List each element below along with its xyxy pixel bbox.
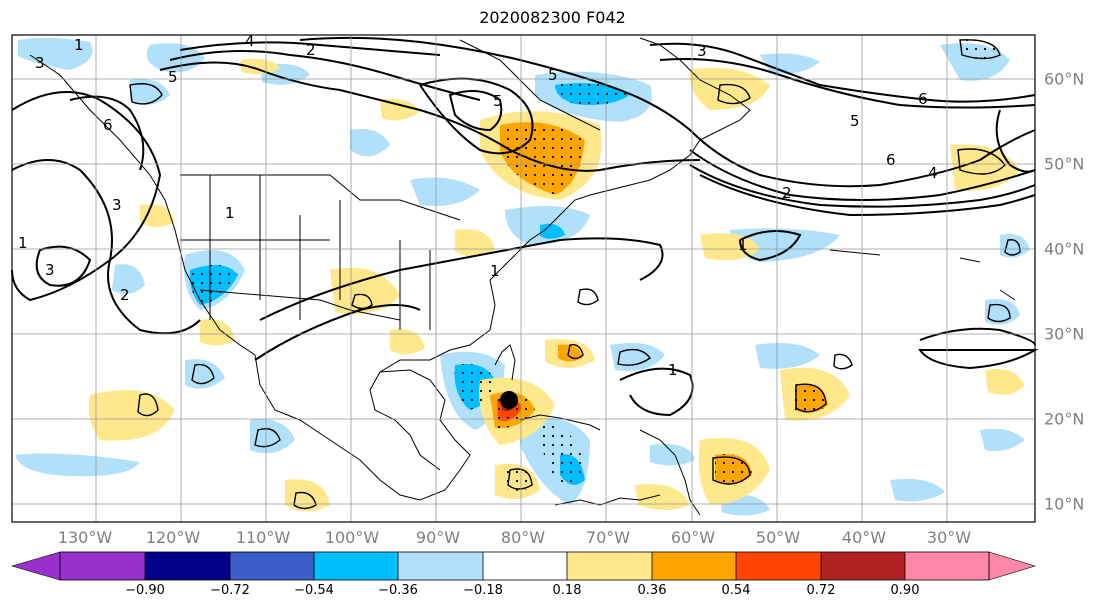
contour-label-group: 5 6 5 6 5 4 2 3 1 1 1 1 3 2 3 1 1 2 3 4 …	[18, 32, 938, 379]
colorbar-swatch	[145, 552, 230, 580]
contour-label: 5	[850, 112, 860, 130]
lon-label: 60°W	[670, 528, 716, 547]
colorbar-tick-label: 0.90	[890, 583, 920, 598]
colorbar-swatch	[905, 552, 989, 580]
contour-label: 3	[697, 42, 707, 60]
contour-label: 4	[245, 32, 255, 50]
colorbar-max-arrow	[988, 551, 1037, 581]
contour-label: 6	[886, 151, 896, 169]
colorbar-swatch	[60, 552, 145, 580]
contour-label: 5	[548, 66, 558, 84]
colorbar-swatch	[652, 552, 736, 580]
contour-label: 5	[168, 68, 178, 86]
colorbar-tick-label: −0.36	[378, 583, 418, 598]
lon-label: 40°W	[841, 528, 887, 547]
colorbar-tick-label: 0.18	[552, 583, 582, 598]
colorbar-min-arrow	[10, 551, 61, 581]
colorbar-swatch	[736, 552, 821, 580]
lon-label: 70°W	[585, 528, 631, 547]
contour-label: 2	[782, 184, 792, 202]
contour-label: 1	[18, 234, 28, 252]
lat-label: 40°N	[1044, 239, 1085, 259]
colorbar-tick-label: −0.72	[210, 583, 250, 598]
colorbar-tick-label: 0.72	[806, 583, 836, 598]
contour-label: 3	[45, 261, 55, 279]
contour-label: 6	[103, 116, 113, 134]
contour-label: 1	[225, 204, 235, 222]
contour-label: 4	[928, 164, 938, 182]
lon-label: 30°W	[926, 528, 972, 547]
lon-label: 80°W	[500, 528, 546, 547]
contour-label: 1	[738, 236, 748, 254]
colorbar-swatch	[567, 552, 652, 580]
contour-lines	[11, 36, 1039, 417]
colorbar	[10, 551, 1037, 581]
colorbar-tick-label: −0.54	[294, 583, 334, 598]
lon-label: 130°W	[57, 528, 113, 547]
contour-label: 2	[306, 41, 316, 59]
contour-label: 1	[490, 262, 500, 280]
map-title: 2020082300 F042	[479, 8, 626, 27]
lat-label: 20°N	[1044, 409, 1085, 429]
lon-label: 120°W	[145, 528, 201, 547]
lat-label: 10°N	[1044, 494, 1085, 514]
contour-label: 6	[918, 90, 928, 108]
contour-label: 1	[74, 36, 84, 54]
significance-contours	[129, 39, 1021, 510]
contour-label: 1	[668, 361, 678, 379]
lat-label: 60°N	[1044, 69, 1085, 89]
lon-label: 100°W	[324, 528, 380, 547]
lon-label: 110°W	[235, 528, 291, 547]
colorbar-swatch	[821, 552, 905, 580]
contour-label: 5	[493, 92, 503, 110]
colorbar-tick-label: 0.54	[721, 583, 751, 598]
colorbar-swatch	[483, 552, 567, 580]
lat-label: 50°N	[1044, 154, 1085, 174]
colorbar-tick-label: −0.18	[463, 583, 503, 598]
map-border	[11, 34, 1036, 523]
colorbar-tick-label: 0.36	[637, 583, 667, 598]
contour-label: 3	[35, 54, 45, 72]
lon-label: 50°W	[755, 528, 801, 547]
contour-label: 2	[120, 286, 130, 304]
contour-label: 3	[112, 196, 122, 214]
colorbar-swatch	[230, 552, 314, 580]
colorbar-tick-label: −0.90	[125, 583, 165, 598]
lat-label: 30°N	[1044, 324, 1085, 344]
shaded-anomalies	[15, 37, 1030, 516]
colorbar-swatch	[314, 552, 398, 580]
lon-label: 90°W	[415, 528, 461, 547]
colorbar-swatch	[398, 552, 483, 580]
graticule	[12, 35, 1035, 522]
